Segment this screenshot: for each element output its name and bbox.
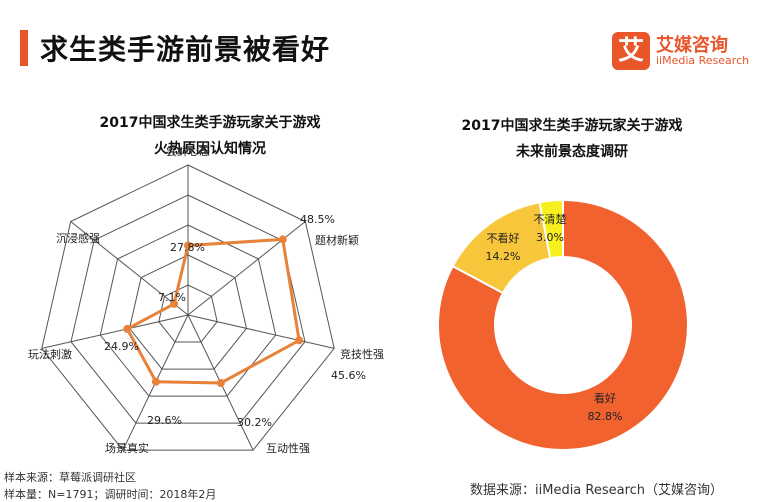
radar-category-label: 场景真实 [105,441,149,455]
radar-data-point [184,241,192,250]
radar-data-point [295,336,304,345]
logo-name-en: iiMedia Research [656,54,750,67]
donut-category-label: 不看好 [487,231,520,245]
donut-slice [538,198,564,260]
sample-source-note: 样本来源：草莓派调研社区 [4,471,136,484]
radar-spoke [70,221,189,316]
sample-size-note: 样本量：N=1791；调研时间：2018年2月 [4,488,217,501]
radar-grid-ring [128,254,248,370]
radar-spoke [187,314,335,349]
radar-spoke [41,314,189,349]
donut-value-label: 3.0% [536,231,564,244]
radar-value-label: 27.8% [170,241,205,254]
radar-title-line1: 2017中国求生类手游玩家关于游戏 [99,115,321,131]
donut-category-label: 不清楚 [534,212,567,226]
radar-category-label: 题材新颖 [315,233,359,247]
radar-grid-ring [41,164,335,451]
logo-name-cn: 艾媒咨询 [656,35,728,56]
radar-category-label: 玩法刺激 [28,347,72,361]
donut-chart-title: 2017中国求生类手游玩家关于游戏 未来前景态度调研 [412,113,732,165]
radar-data-point [278,235,287,244]
logo-mark: 艾 [612,32,650,70]
radar-chart-title: 2017中国求生类手游玩家关于游戏 火热原因认知情况 [50,110,370,162]
radar-data-point [151,377,160,386]
iimedia-logo: 艾 艾媒咨询 iiMedia Research [612,30,762,72]
radar-value-label: 45.6% [331,369,366,382]
page-title: 求生类手游前景被看好 [40,33,331,66]
radar-grid-ring [99,224,277,397]
radar-value-label: 29.6% [147,414,182,427]
title-accent-bar [20,30,28,66]
radar-category-label: 互动性强 [266,441,310,455]
radar-value-label: 7.1% [158,291,186,304]
donut-value-label: 82.8% [588,410,623,423]
data-source-note: 数据来源：iiMedia Research（艾媒咨询） [470,483,724,498]
radar-data-point [216,379,225,387]
donut-value-label: 14.2% [486,250,521,263]
donut-title-line2: 未来前景态度调研 [516,144,628,160]
radar-category-label: 竞技性强 [340,347,384,361]
donut-title-line1: 2017中国求生类手游玩家关于游戏 [461,118,683,134]
radar-series-line [125,237,301,385]
radar-title-line2: 火热原因认知情况 [154,141,266,157]
radar-value-label: 48.5% [300,213,335,226]
radar-grid-ring [158,284,218,343]
radar-value-label: 30.2% [237,416,272,429]
donut-slice [437,198,689,451]
radar-value-label: 24.9% [104,340,139,353]
radar-category-label: 尝鲜心态 [166,144,210,158]
radar-data-point [170,299,179,308]
donut-category-label: 看好 [594,391,616,405]
radar-data-point [123,324,132,333]
radar-category-label: 沉浸感强 [56,232,100,245]
